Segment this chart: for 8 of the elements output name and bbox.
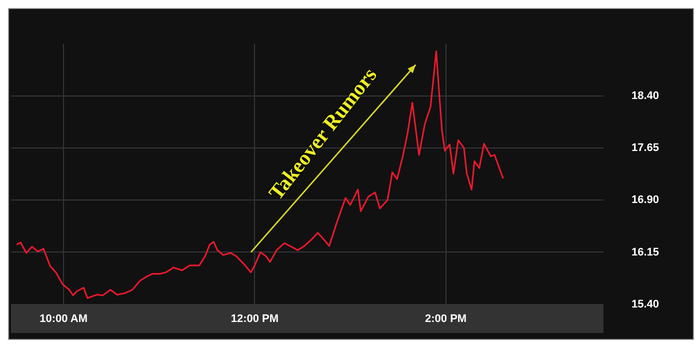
x-tick-label: 10:00 AM bbox=[40, 313, 88, 326]
x-tick-label: 2:00 PM bbox=[425, 313, 467, 326]
y-tick-label: 18.40 bbox=[631, 90, 660, 102]
y-tick-label: 17.65 bbox=[631, 142, 660, 154]
y-tick-label: 16.15 bbox=[631, 246, 660, 258]
x-tick-label: 12:00 PM bbox=[230, 313, 279, 326]
y-tick-label: 15.40 bbox=[631, 298, 660, 310]
y-tick-label: 16.90 bbox=[631, 194, 660, 206]
